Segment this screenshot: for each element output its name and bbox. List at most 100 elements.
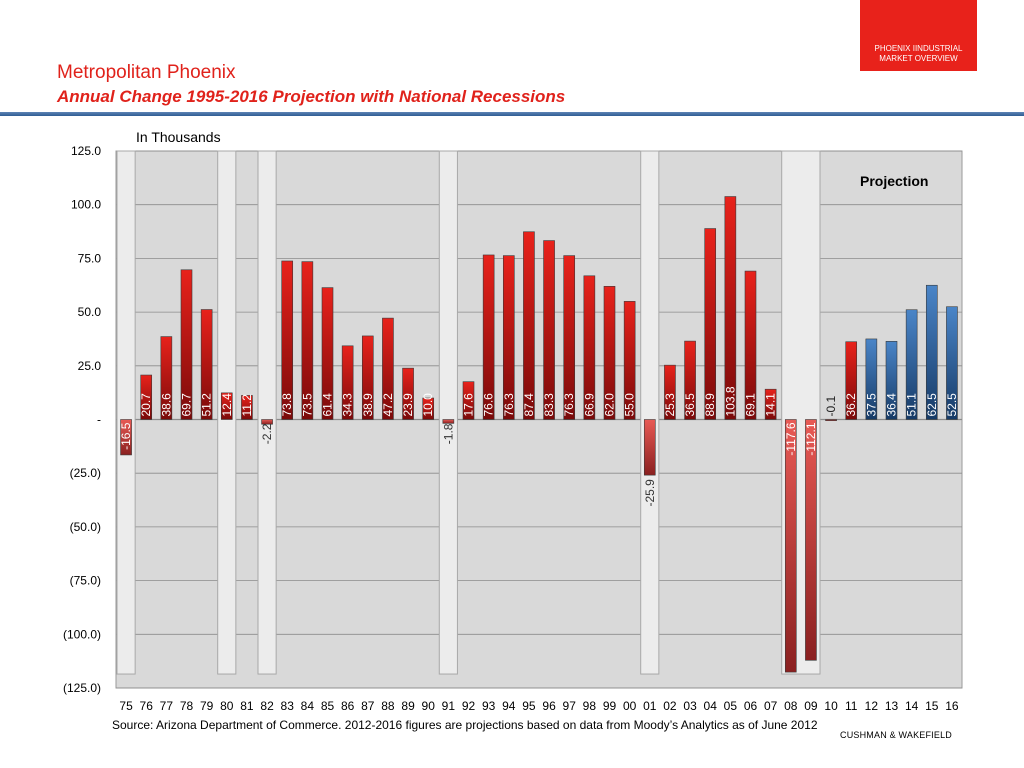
x-tick-label: 86 (341, 699, 355, 713)
data-label: 25.3 (663, 393, 677, 417)
bar (784, 419, 797, 673)
bar (905, 309, 918, 420)
bar (200, 309, 213, 420)
data-label: 76.6 (482, 393, 496, 417)
y-tick-label: 50.0 (78, 305, 102, 319)
bar (925, 284, 938, 420)
data-label: 66.9 (582, 393, 596, 417)
bar (301, 261, 314, 420)
data-label: -16.5 (119, 422, 133, 450)
data-label: 36.2 (844, 393, 858, 417)
data-label: 51.1 (905, 393, 919, 417)
data-label: 37.5 (864, 393, 878, 417)
x-tick-label: 08 (784, 699, 798, 713)
bar (704, 228, 717, 420)
x-tick-label: 98 (583, 699, 597, 713)
x-tick-label: 90 (422, 699, 436, 713)
data-label: 87.4 (522, 393, 536, 417)
data-label: 38.9 (361, 393, 375, 417)
data-label: 76.3 (502, 393, 516, 417)
bar (402, 367, 414, 420)
x-tick-label: 93 (482, 699, 496, 713)
data-label: 20.7 (139, 393, 153, 417)
x-tick-label: 92 (462, 699, 476, 713)
x-tick-label: 89 (401, 699, 415, 713)
x-tick-label: 87 (361, 699, 375, 713)
data-label: 38.6 (159, 393, 173, 417)
projection-annotation: Projection (860, 173, 928, 189)
bar (140, 374, 153, 420)
y-tick-label: 100.0 (71, 198, 101, 212)
x-tick-label: 06 (744, 699, 758, 713)
x-tick-label: 04 (704, 699, 718, 713)
y-axis-label: In Thousands (136, 129, 221, 145)
data-label: 11.2 (240, 394, 254, 417)
bar (583, 275, 596, 420)
data-label: -1.8 (441, 423, 455, 444)
bar (241, 395, 253, 420)
data-label: -25.9 (643, 479, 657, 507)
x-tick-label: 14 (905, 699, 919, 713)
bar (160, 336, 173, 420)
recession-band (257, 150, 277, 675)
data-label: 36.5 (683, 393, 697, 417)
recession-band (116, 150, 136, 675)
data-label: 10.0 (421, 393, 435, 417)
data-label: 55.0 (623, 393, 637, 417)
x-tick-label: 76 (140, 699, 154, 713)
data-label: 69.1 (744, 393, 758, 417)
bar (865, 338, 878, 420)
x-tick-label: 15 (925, 699, 939, 713)
x-tick-label: 13 (885, 699, 899, 713)
x-tick-label: 07 (764, 699, 778, 713)
bar (361, 335, 374, 420)
data-label: 36.4 (885, 393, 899, 417)
bar (643, 419, 656, 476)
x-tick-label: 09 (804, 699, 818, 713)
y-tick-label: (50.0) (70, 520, 101, 534)
bar (623, 301, 636, 420)
bar (664, 364, 676, 420)
y-tick-label: (25.0) (70, 466, 101, 480)
data-label: 61.4 (321, 393, 335, 417)
recession-band (438, 150, 458, 675)
data-label: 62.5 (925, 393, 939, 417)
x-tick-label: 91 (442, 699, 456, 713)
x-tick-label: 78 (180, 699, 194, 713)
x-tick-label: 02 (663, 699, 677, 713)
y-tick-label: 75.0 (78, 251, 102, 265)
bar (744, 270, 757, 420)
x-tick-label: 83 (281, 699, 295, 713)
x-tick-label: 99 (603, 699, 617, 713)
bar (281, 260, 294, 420)
x-tick-label: 97 (563, 699, 577, 713)
data-label: 69.7 (180, 393, 194, 417)
data-label: -0.1 (824, 395, 838, 416)
data-label: 12.4 (220, 393, 234, 417)
data-label: 62.0 (603, 393, 617, 417)
bar (543, 240, 555, 420)
data-label: 51.2 (200, 393, 214, 417)
y-tick-label: - (97, 413, 101, 427)
source-note: Source: Arizona Department of Commerce. … (112, 718, 818, 732)
x-tick-label: 11 (845, 699, 858, 713)
title-divider (0, 112, 1024, 116)
data-label: -112.1 (804, 422, 818, 455)
bar (684, 340, 696, 420)
bar (180, 269, 193, 420)
badge-line-1: PHOENIX IINDUSTRIAL (874, 44, 963, 53)
y-tick-label: 25.0 (78, 359, 102, 373)
x-tick-label: 00 (623, 699, 637, 713)
data-label: 103.8 (723, 386, 737, 416)
bar (462, 381, 475, 420)
data-label: -2.2 (260, 423, 274, 444)
x-tick-label: 85 (321, 699, 335, 713)
x-tick-label: 16 (945, 699, 959, 713)
data-label: 47.2 (381, 393, 395, 417)
data-label: 88.9 (703, 393, 717, 417)
bar (482, 254, 495, 420)
x-tick-label: 88 (381, 699, 395, 713)
x-tick-label: 81 (240, 699, 254, 713)
data-label: 52.5 (945, 393, 959, 417)
x-tick-label: 80 (220, 699, 234, 713)
